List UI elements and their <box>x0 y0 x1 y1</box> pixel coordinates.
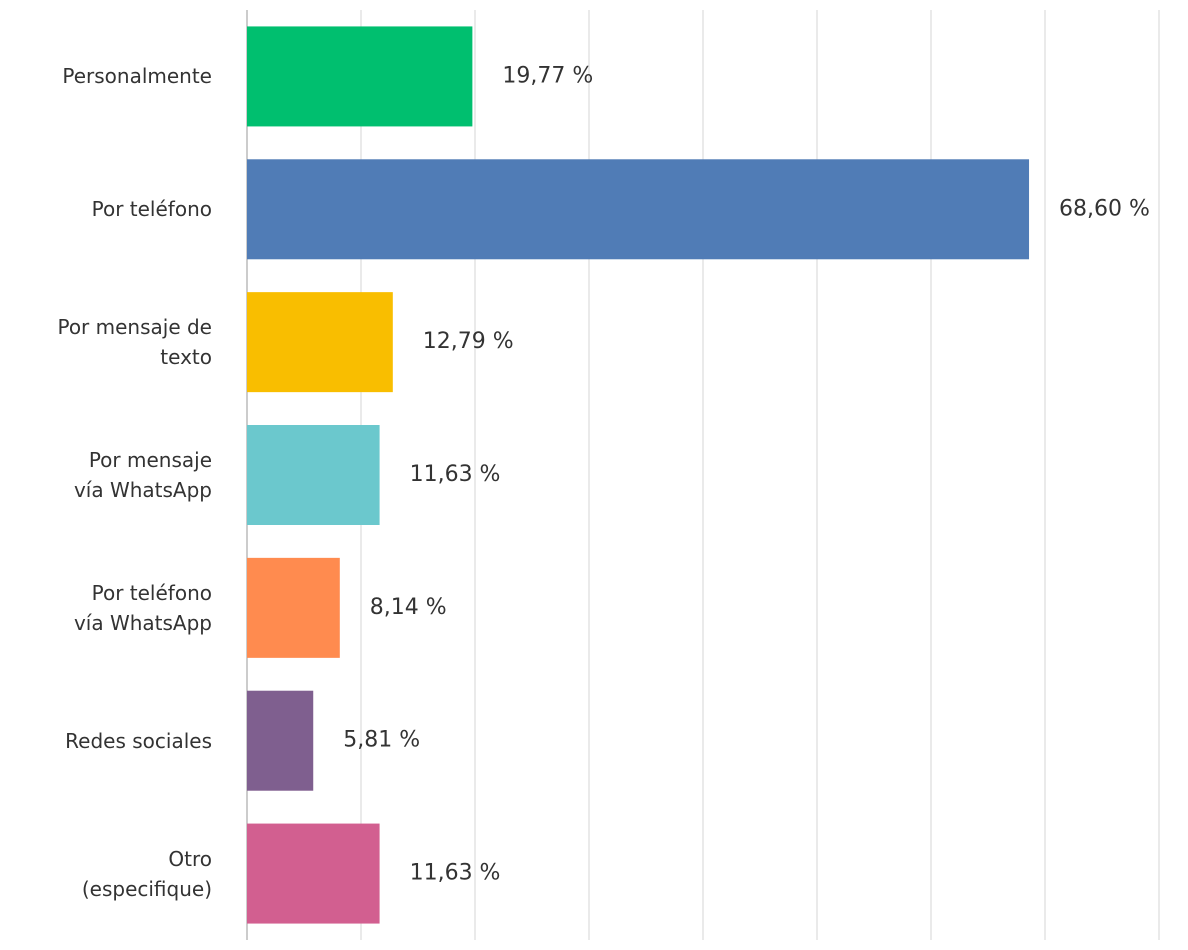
bar <box>247 159 1030 260</box>
category-label: Por teléfono vía WhatsApp <box>73 580 212 635</box>
bar <box>247 26 473 127</box>
value-label: 68,60 % <box>1059 196 1150 221</box>
category-label: Por teléfono <box>91 197 212 222</box>
category-label: Por mensaje de texto <box>57 315 212 370</box>
category-label: Personalmente <box>62 64 212 89</box>
category-label: Otro (especifique) <box>81 846 212 901</box>
bar <box>247 557 340 658</box>
value-label: 12,79 % <box>423 329 514 354</box>
category-label: Por mensaje vía WhatsApp <box>73 448 212 502</box>
value-label: 5,81 % <box>343 728 420 753</box>
value-label: 11,63 % <box>410 861 501 886</box>
value-label: 8,14 % <box>370 595 447 620</box>
category-label: Redes sociales <box>65 728 212 753</box>
bar <box>247 292 393 393</box>
value-label: 11,63 % <box>410 462 501 487</box>
value-label: 19,77 % <box>502 63 593 88</box>
bar <box>247 425 380 525</box>
bar <box>247 823 380 924</box>
bar <box>247 690 314 791</box>
